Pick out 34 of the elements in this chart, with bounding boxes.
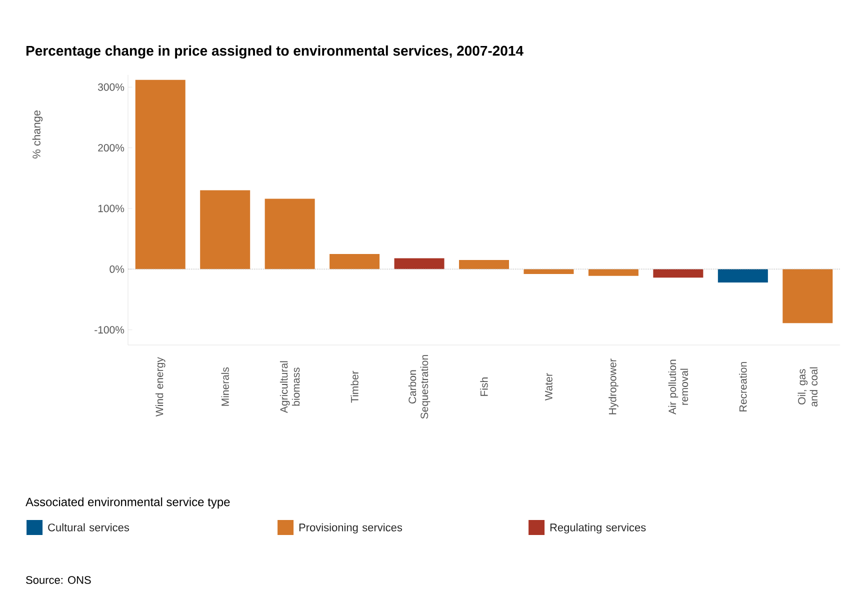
- legend-label: Regulating services: [550, 523, 646, 534]
- y-tick-label: 100%: [98, 204, 124, 212]
- bar: [653, 269, 704, 278]
- y-axis-title: % change: [32, 110, 43, 158]
- bar: [135, 80, 186, 270]
- bar: [330, 254, 380, 270]
- y-tick-label: -100%: [94, 326, 124, 334]
- y-tick-label: 0%: [110, 265, 124, 273]
- x-tick-label: Recreation: [739, 362, 747, 412]
- x-tick-label: Water: [545, 373, 552, 401]
- x-tick-label: Wind energy: [155, 357, 166, 417]
- x-tick-label: Air pollution removal: [668, 360, 688, 415]
- x-tick-label: Agricultural biomass: [280, 361, 300, 414]
- bar: [782, 269, 833, 324]
- chart-title: Percentage change in price assigned to environmental services, 2007-2014: [26, 45, 524, 59]
- bar: [394, 258, 444, 270]
- bar: [524, 269, 574, 274]
- x-tick-label: Minerals: [221, 367, 229, 406]
- bar: [718, 269, 768, 282]
- legend-label: Provisioning services: [299, 523, 402, 534]
- x-tick-label: Hydropower: [608, 358, 618, 414]
- source-note: Source: ONS: [26, 576, 91, 584]
- x-tick-label: Timber: [350, 370, 358, 403]
- x-tick-label: Fish: [480, 378, 488, 396]
- bar: [459, 260, 510, 270]
- bar: [200, 190, 250, 270]
- legend-title: Associated environmental service type: [26, 497, 230, 509]
- y-tick-label: 200%: [98, 144, 124, 152]
- bar: [588, 269, 638, 276]
- y-tick-label: 300%: [98, 83, 124, 91]
- x-tick-label: Oil, gas and coal: [798, 367, 818, 406]
- legend-label: Cultural services: [48, 523, 130, 532]
- bar: [264, 198, 315, 270]
- x-tick-label: Carbon Sequestration: [408, 355, 430, 419]
